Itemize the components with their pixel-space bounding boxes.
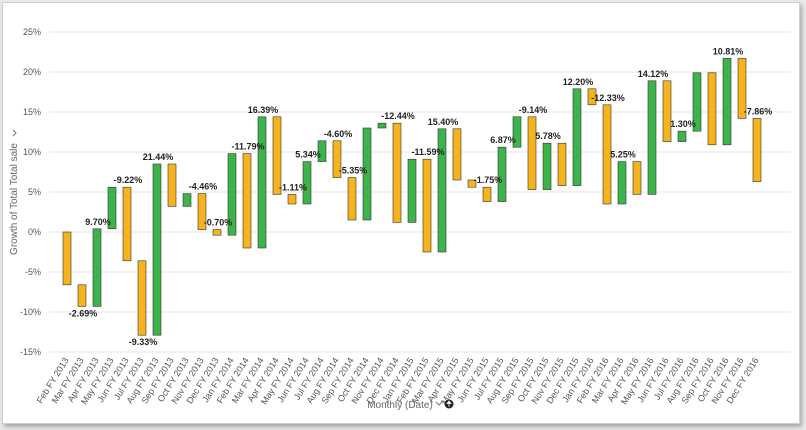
bar[interactable] <box>557 142 567 186</box>
data-label: -2.69% <box>69 308 98 318</box>
data-label: -4.60% <box>324 129 353 139</box>
bar[interactable] <box>722 58 732 146</box>
bar[interactable] <box>332 140 342 178</box>
data-label: -4.46% <box>189 182 218 192</box>
bar[interactable] <box>422 158 432 253</box>
y-axis-ticks: -15% -10% -5% 0% 5% 10% 15% 20% 25% <box>20 27 41 357</box>
y-tick-label: -15% <box>20 347 41 357</box>
bar[interactable] <box>467 179 477 188</box>
bar[interactable] <box>542 142 552 190</box>
y-tick-label: 20% <box>23 67 41 77</box>
bar[interactable] <box>62 231 72 286</box>
data-label: -12.44% <box>381 111 415 121</box>
data-label: -9.33% <box>129 337 158 347</box>
data-label: 10.81% <box>713 46 744 56</box>
bar[interactable] <box>662 80 672 142</box>
data-label: -11.79% <box>231 142 264 152</box>
data-label: 14.12% <box>638 69 669 79</box>
bar[interactable] <box>572 88 582 186</box>
data-label: -7.86% <box>744 106 773 116</box>
bar[interactable] <box>137 260 147 336</box>
bar[interactable] <box>527 116 537 190</box>
bar[interactable] <box>647 80 657 195</box>
data-label: -1.11% <box>279 182 307 192</box>
bars <box>62 58 762 336</box>
data-label: -11.59% <box>411 147 444 157</box>
bar[interactable] <box>677 130 687 142</box>
bar[interactable] <box>317 140 327 162</box>
bar[interactable] <box>377 122 387 129</box>
data-labels: -2.69% 9.70% -9.22% -9.33% 21.44% -4.46% -0.70… <box>69 46 773 347</box>
bar[interactable] <box>497 146 507 202</box>
y-tick-label: 5% <box>28 187 41 197</box>
bar[interactable] <box>227 153 237 236</box>
bar[interactable] <box>212 229 222 236</box>
bar[interactable] <box>107 186 117 230</box>
bar[interactable] <box>272 116 282 195</box>
bar[interactable] <box>242 153 252 249</box>
bar[interactable] <box>302 161 312 205</box>
y-tick-label: -5% <box>25 267 41 277</box>
y-axis-title[interactable]: Growth of Total Total sale <box>9 143 20 255</box>
data-label: 16.39% <box>248 105 279 115</box>
y-tick-label: -10% <box>20 307 41 317</box>
bar[interactable] <box>287 194 297 205</box>
data-label: 15.40% <box>428 117 459 127</box>
bar[interactable] <box>512 116 522 148</box>
bar[interactable] <box>122 186 132 262</box>
data-label: -5.35% <box>339 166 368 176</box>
data-label: 21.44% <box>143 152 174 162</box>
data-label: 1.30% <box>670 119 696 129</box>
bar[interactable] <box>92 228 102 307</box>
y-tick-label: 10% <box>23 147 41 157</box>
data-label: -0.70% <box>204 218 233 228</box>
x-axis-title[interactable]: Monthly (Date) <box>367 400 433 411</box>
data-label: 12.20% <box>563 77 594 87</box>
data-label: 5.25% <box>610 150 636 160</box>
bar[interactable] <box>347 177 357 221</box>
chart-card: -15% -10% -5% 0% 5% 10% 15% 20% 25% -2.69% 9.70% -… <box>2 2 800 424</box>
y-axis-title-group[interactable]: Growth of Total Total sale <box>9 129 20 255</box>
bar[interactable] <box>602 104 612 205</box>
data-label: 5.78% <box>535 131 561 141</box>
bar[interactable] <box>182 193 192 207</box>
bar[interactable] <box>737 58 747 119</box>
bar[interactable] <box>482 186 492 202</box>
y-tick-label: 0% <box>28 227 41 237</box>
chevron-down-icon[interactable] <box>12 129 17 137</box>
bar[interactable] <box>632 161 642 195</box>
chevron-down-icon[interactable] <box>435 401 443 406</box>
bar[interactable] <box>617 161 627 205</box>
bar[interactable] <box>392 122 402 223</box>
data-label: -12.33% <box>591 93 625 103</box>
bar[interactable] <box>692 72 702 132</box>
data-label: -9.14% <box>519 105 548 115</box>
sort-arrow-icon <box>446 400 452 407</box>
y-tick-label: 25% <box>23 27 41 37</box>
bar[interactable] <box>437 128 447 253</box>
bar[interactable] <box>167 163 177 207</box>
bar[interactable] <box>77 284 87 307</box>
bar[interactable] <box>752 118 762 182</box>
data-label: -1.75% <box>474 175 503 185</box>
x-axis-title-group[interactable]: Monthly (Date) <box>367 399 454 412</box>
data-label: 5.34% <box>295 150 321 160</box>
bar[interactable] <box>407 158 417 223</box>
y-tick-label: 15% <box>23 107 41 117</box>
data-label: -9.22% <box>114 175 143 185</box>
bar[interactable] <box>587 88 597 106</box>
bar[interactable] <box>197 193 207 230</box>
waterfall-chart: -15%-10%-5%0%5%10%15%20%25% -2.69%9.70%-… <box>9 27 791 412</box>
bar[interactable] <box>362 127 372 221</box>
bar[interactable] <box>452 128 462 181</box>
bar[interactable] <box>257 116 267 249</box>
bar[interactable] <box>152 163 162 336</box>
data-label: 9.70% <box>85 217 111 227</box>
bar[interactable] <box>707 72 717 146</box>
data-label: 6.87% <box>490 135 516 145</box>
